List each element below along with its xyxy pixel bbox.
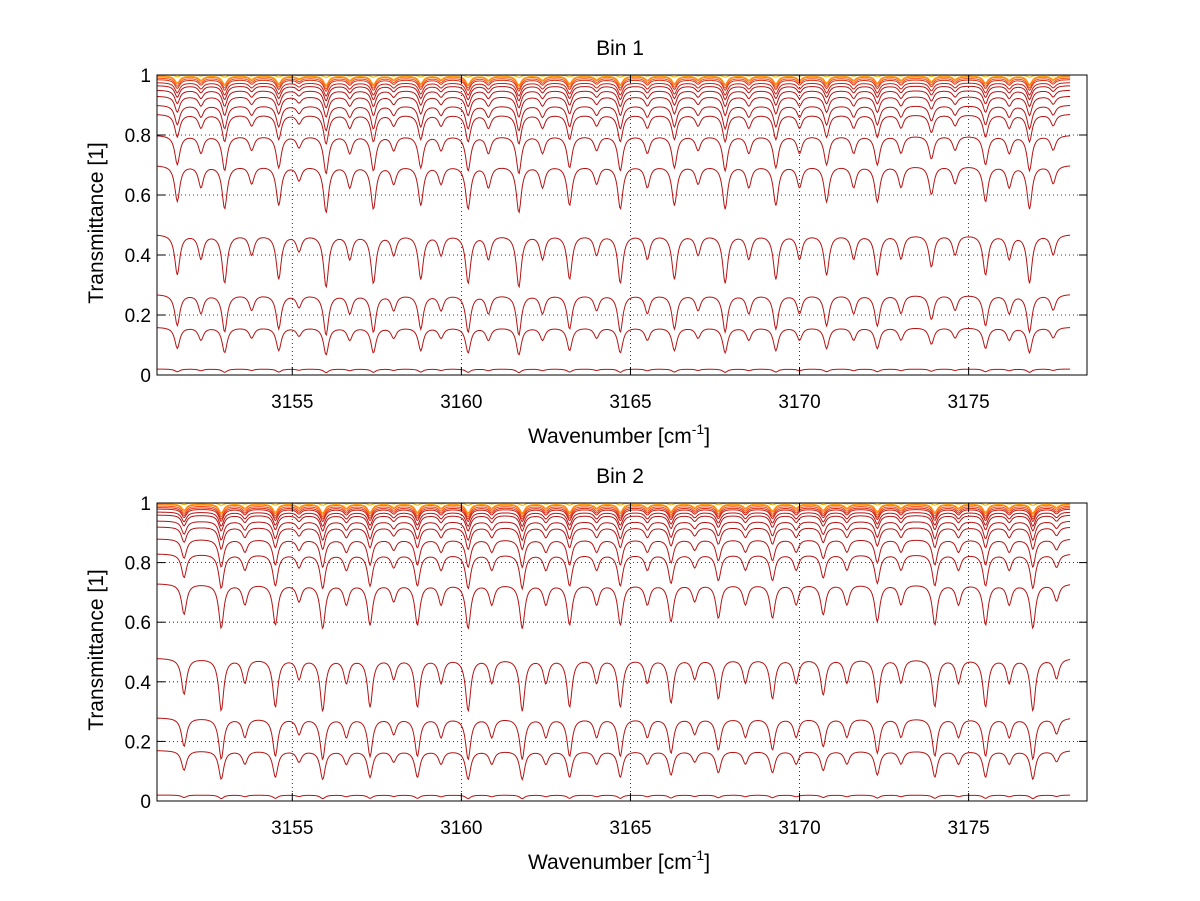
- bin1-y-tick-label: 0.8: [125, 126, 151, 147]
- bin1-series-line: [157, 165, 1071, 214]
- bin2-series-line: [157, 520, 1071, 542]
- bin1-x-tick-label: 3170: [778, 392, 820, 413]
- bin1-panel: 3155 3160 3165 3170 3175 0 0.2 0.4 0.6 0.8 1 Bin 1 W…: [85, 37, 1088, 448]
- bin2-x-tick-label: 3170: [778, 818, 820, 839]
- bin1-series-line: [157, 82, 1071, 97]
- bin2-series-line: [157, 526, 1071, 551]
- bin2-series-line: [157, 658, 1071, 713]
- bin2-x-tick-label: 3160: [440, 818, 482, 839]
- bin2-series-line: [157, 717, 1071, 761]
- bin1-x-tick-label: 3155: [271, 392, 313, 413]
- bin1-series-line: [157, 77, 1071, 90]
- bin2-x-axis-label-suffix: ]: [704, 851, 710, 874]
- bin2-series-line: [157, 750, 1071, 782]
- bin1-series-line: [157, 294, 1071, 337]
- bin2-y-tick-label: 0: [140, 792, 151, 813]
- bin1-x-axis-label-main: Wavenumber [cm: [528, 425, 692, 448]
- bin2-x-axis-label-main: Wavenumber [cm: [528, 851, 692, 874]
- bin2-y-tick-label: 0.6: [125, 613, 151, 634]
- bin1-y-tick-label: 0.4: [125, 246, 152, 267]
- bin1-series-group: [157, 74, 1071, 374]
- bin1-x-axis-label-superscript: -1: [692, 421, 705, 437]
- bin1-x-axis-label-suffix: ]: [704, 425, 710, 448]
- bin1-y-tick-label: 0: [140, 366, 151, 387]
- bin1-series-line: [157, 85, 1071, 102]
- bin2-x-tick-label: 3165: [609, 818, 651, 839]
- bin2-y-tick-label: 0.4: [125, 673, 152, 694]
- bin1-series-line: [157, 368, 1071, 374]
- bin1-series-line: [157, 89, 1071, 109]
- bin1-y-tick-label: 1: [140, 66, 151, 87]
- bin1-y-tick-label: 0.6: [125, 186, 151, 207]
- bin2-series-line: [157, 514, 1071, 532]
- bin1-y-tick-label: 0.2: [125, 306, 151, 327]
- bin2-series-line: [157, 503, 1071, 514]
- bin2-series-group: [157, 502, 1071, 800]
- bin2-series-line: [157, 794, 1071, 800]
- bin1-series-line: [157, 75, 1071, 86]
- bin2-series-line: [157, 508, 1071, 523]
- bin2-x-axis-label: Wavenumber [cm-1]: [528, 847, 710, 874]
- bin2-series-line: [157, 505, 1071, 518]
- bin2-x-tick-label: 3175: [947, 818, 989, 839]
- bin1-series-line: [157, 327, 1071, 356]
- bin1-x-tick-label: 3175: [947, 392, 989, 413]
- bin1-y-axis-label: Transmittance [1]: [85, 142, 108, 303]
- bin1-chart-title: Bin 1: [596, 37, 644, 60]
- bin2-axes-frame: [156, 502, 1088, 802]
- bin2-y-tick-label: 1: [140, 494, 151, 515]
- bin1-series-line: [157, 105, 1071, 132]
- bin1-series-line: [157, 79, 1071, 92]
- bin1-x-tick-label: 3160: [440, 392, 482, 413]
- bin2-y-axis-label: Transmittance [1]: [85, 569, 108, 730]
- bin1-x-axis-label: Wavenumber [cm-1]: [528, 421, 710, 448]
- bin2-series-line: [157, 583, 1071, 630]
- bin2-series-line: [157, 504, 1071, 516]
- bin2-series-line: [157, 511, 1071, 528]
- bin2-series-line: [157, 507, 1071, 520]
- bin1-series-line: [157, 76, 1071, 87]
- bin2-x-tick-label: 3155: [271, 818, 313, 839]
- bin2-series-line: [157, 538, 1071, 569]
- bin2-series-line: [157, 553, 1071, 591]
- bin1-series-line: [157, 95, 1071, 118]
- bin2-y-tick-label: 0.2: [125, 732, 151, 753]
- bin2-y-tick-label: 0.8: [125, 554, 151, 575]
- bin2-x-axis-label-superscript: -1: [692, 847, 705, 863]
- bin2-axes-background: [157, 503, 1087, 801]
- bin1-series-line: [157, 234, 1071, 289]
- bin2-chart-title: Bin 2: [596, 465, 644, 488]
- bin1-axes-frame: [156, 74, 1088, 376]
- bin1-x-tick-label: 3165: [609, 392, 651, 413]
- bin1-series-line: [157, 135, 1071, 175]
- bin1-series-line: [157, 114, 1071, 145]
- bin2-panel: 3155 3160 3165 3170 3175 0 0.2 0.4 0.6 0.8 1 Bin 2 W…: [85, 465, 1088, 874]
